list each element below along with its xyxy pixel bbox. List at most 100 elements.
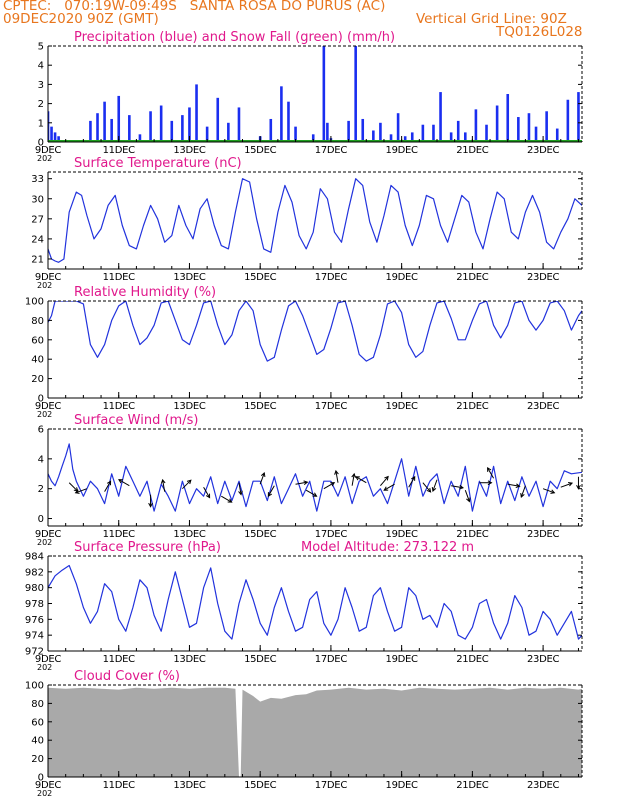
precip-bar [237,107,241,142]
rh-title: Relative Humidity (%) [74,285,216,300]
y-tick-label: 980 [25,583,44,594]
x-year-label: 202 [37,281,52,290]
precip-bar [485,124,488,142]
x-tick-label: 19DEC [386,780,419,791]
wind-arrow [383,483,395,491]
y-tick-label: 60 [31,717,44,728]
precip-bar [463,132,467,142]
precip-bar [96,113,99,142]
precip-bar [149,111,152,142]
x-tick-label: 15DEC [244,654,277,665]
precip-bar [57,136,60,142]
precip-bar [527,113,531,142]
panel-cloud: 0 20 40 60 80 100 9DEC 11DEC 13DEC 15DEC 17DEC 19DE… [25,669,583,798]
x-tick-label: 11DEC [103,529,136,540]
precip-bar [89,120,92,142]
x-tick-label: 21DEC [456,272,489,283]
y-tick-label: 2 [38,484,44,495]
x-tick-label: 13DEC [173,780,206,791]
cloud-cover-area [48,687,582,777]
y-tick-label: 60 [31,335,44,346]
y-tick-label: 20 [31,374,44,385]
precip-bar [311,134,315,142]
precip-bar [432,124,435,142]
x-tick-label: 19DEC [386,654,419,665]
y-tick-label: 100 [25,681,44,692]
wind-arrow [295,480,309,486]
x-tick-label: 23DEC [527,272,560,283]
x-tick-label: 23DEC [527,780,560,791]
y-tick-label: 21 [31,254,44,265]
header-grid-note: Vertical Grid Line: 90Z [416,11,567,27]
x-tick-label: 19DEC [386,529,419,540]
y-tick-label: 6 [38,425,44,436]
wind-arrow [267,485,275,498]
wind-arrow [148,494,153,508]
precip-bar [456,120,460,142]
x-tick-label: 13DEC [173,145,206,156]
panel-precip: 0 1 2 3 4 5 9DEC 11DEC 13DEC 15DEC 17DEC 19DEC 21DEC… [35,30,583,163]
wind-arrow [238,482,243,496]
y-tick-label: 30 [31,194,44,205]
x-tick-label: 19DEC [386,401,419,412]
precip-bar [181,115,184,142]
x-tick-label: 9DEC [35,145,61,156]
precip-bar [195,84,198,142]
precip-bar [389,134,393,142]
wind-arrow [464,490,471,503]
precip-bar [280,86,283,142]
precip-bar [506,94,510,142]
wind-arrow [182,479,192,490]
precip-bar [117,95,121,142]
wind-arrow [160,478,166,492]
precip-bar [403,136,407,142]
x-tick-label: 9DEC [35,529,61,540]
y-tick-label: 0 [38,138,44,149]
x-tick-label: 21DEC [456,401,489,412]
x-year-label: 202 [37,538,52,547]
y-tick-label: 976 [25,615,44,626]
header-date: 09DEC2020 90Z (GMT) [3,11,159,27]
x-tick-label: 23DEC [527,401,560,412]
x-tick-label: 23DEC [527,145,560,156]
x-tick-label: 17DEC [315,401,348,412]
x-tick-label: 17DEC [315,145,348,156]
x-tick-label: 17DEC [315,529,348,540]
x-tick-label: 11DEC [103,654,136,665]
y-tick-label: 33 [31,174,44,185]
wind-arrow [520,485,526,498]
precip-bar [566,99,570,142]
precip-bar [372,130,375,142]
precip-bar [361,118,365,142]
y-tick-label: 3 [38,80,44,91]
rh-data [48,301,582,362]
wind-arrow [507,483,521,489]
wind-line [48,443,582,512]
precip-bar [53,132,57,142]
wind-arrow [408,475,416,488]
pressure-data [48,564,582,640]
x-tick-label: 21DEC [456,529,489,540]
wind-arrow [431,479,438,492]
precip-bar [396,113,400,142]
y-tick-label: 80 [31,699,44,710]
panel-pressure: 972 974 976 978 980 982 984 9DEC 11DEC 13DEC 15DEC… [25,540,583,672]
precip-bar [347,120,350,142]
cloud-title: Cloud Cover (%) [74,669,180,684]
precip-bar [48,111,50,142]
y-tick-label: 40 [31,355,44,366]
y-tick-label: 984 [25,552,44,563]
precip-bar [188,107,191,142]
y-tick-label: 27 [31,214,44,225]
rh-line [48,301,582,362]
precip-bar [322,46,326,142]
wind-arrow [576,476,581,490]
precip-bar [439,92,442,142]
precip-bar [227,122,230,142]
precip-bar [410,132,414,142]
wind-arrow [542,488,556,494]
precip-bar [205,126,209,142]
y-tick-label: 80 [31,316,44,327]
x-tick-label: 11DEC [103,272,136,283]
